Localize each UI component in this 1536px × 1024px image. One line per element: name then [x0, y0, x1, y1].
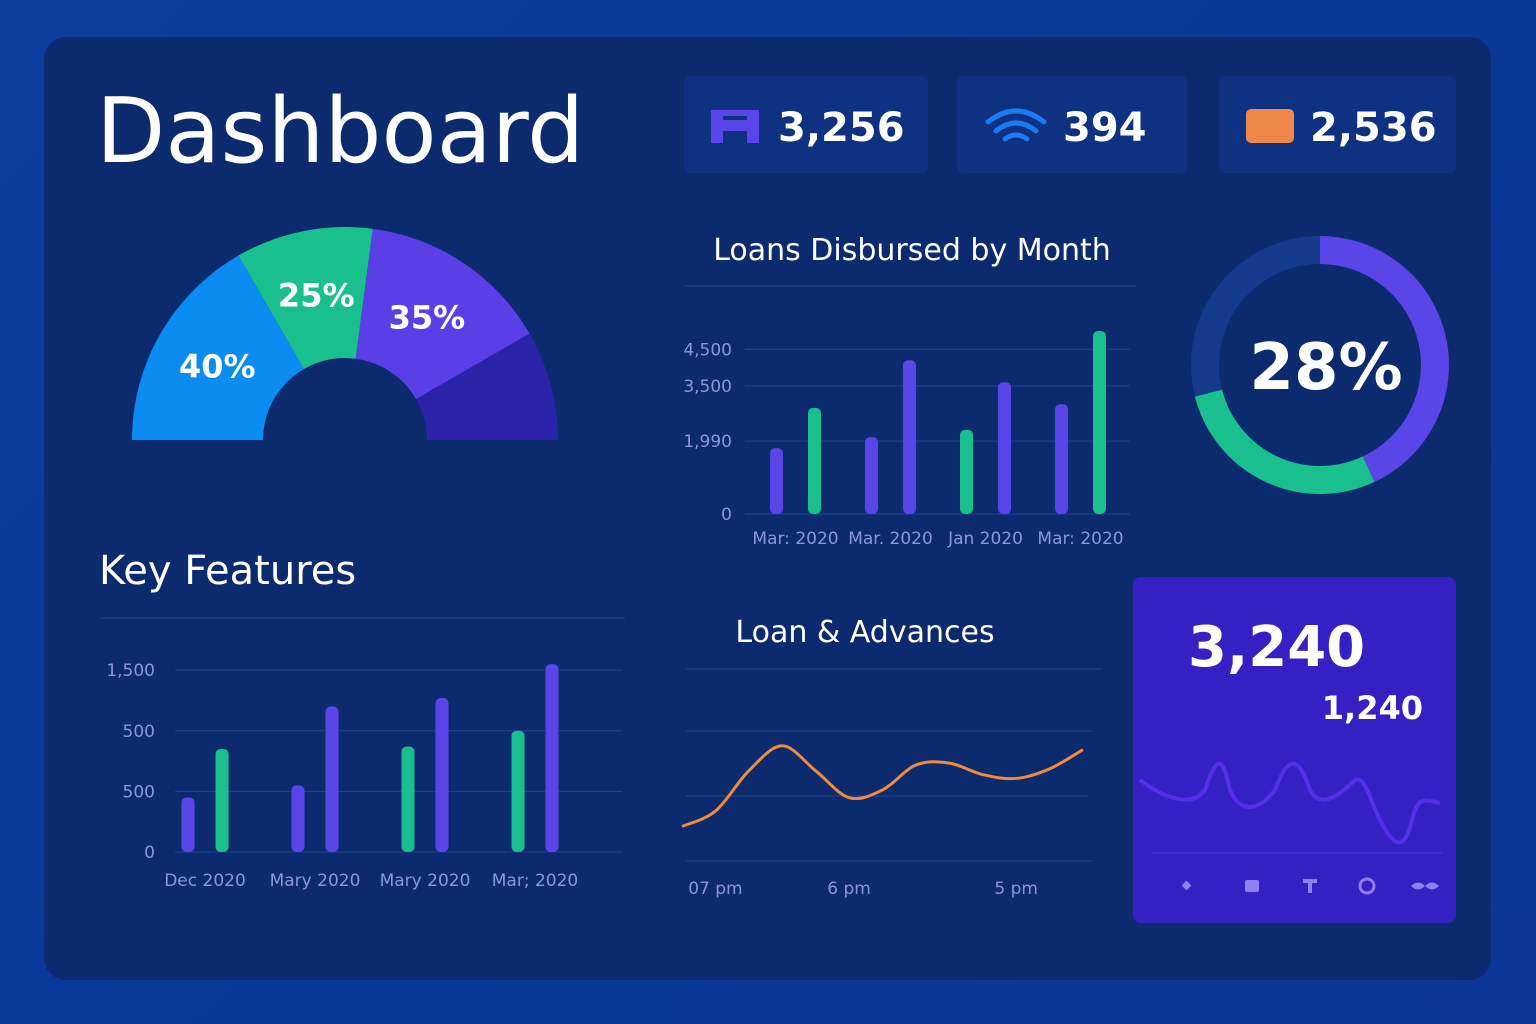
summary-card [1133, 577, 1456, 923]
bar [960, 429, 973, 514]
gauge-segment [355, 228, 530, 399]
x-tick-label: Mary 2020 [380, 871, 471, 891]
y-tick-label: 500 [123, 722, 155, 742]
gauge-label: 35% [389, 298, 466, 336]
bar [1093, 331, 1106, 514]
bar [770, 448, 783, 514]
donut-arc [1194, 389, 1375, 494]
x-tick-label: Mar: 2020 [752, 529, 838, 549]
stat-icon [985, 108, 1047, 142]
sparkline [1138, 761, 1441, 845]
gauge-label: 25% [278, 276, 355, 314]
gauge-label: 40% [179, 347, 256, 385]
x-tick-label: Dec 2020 [164, 871, 246, 891]
stat-value: 394 [1063, 105, 1147, 151]
bar [325, 706, 339, 852]
y-tick-label: 0 [721, 505, 732, 525]
y-tick-label: 0 [144, 843, 155, 863]
x-tick-label: 5 pm [994, 879, 1038, 899]
x-tick-label: Mar: 2020 [1037, 529, 1123, 549]
donut-arc [1319, 236, 1449, 482]
stat-box [957, 76, 1187, 173]
bar [903, 360, 916, 514]
x-tick-label: 07 pm [688, 879, 742, 899]
grid [686, 668, 1101, 862]
page-title: Dashboard [96, 79, 584, 184]
card-value: 3,240 [1188, 615, 1365, 680]
bar [808, 407, 821, 514]
x-tick-label: Mary 2020 [270, 871, 361, 891]
gauge-segment [238, 227, 373, 369]
line [681, 744, 1084, 828]
card-subvalue: 1,240 [1322, 689, 1423, 727]
stat-value: 3,256 [778, 105, 905, 151]
y-tick-label: 3,500 [683, 377, 732, 397]
stat-icon [711, 110, 759, 143]
x-tick-label: Mar. 2020 [848, 529, 933, 549]
y-tick-label: 500 [123, 782, 155, 802]
bar [291, 785, 305, 852]
stat-value: 2,536 [1310, 105, 1437, 151]
chart-title: Loans Disbursed by Month [713, 233, 1111, 268]
stat-box [1219, 76, 1456, 173]
y-tick-label: 4,500 [683, 340, 732, 360]
x-tick-label: Jan 2020 [947, 529, 1023, 549]
x-tick-label: 6 pm [827, 879, 871, 899]
x-tick-label: Mar; 2020 [492, 871, 578, 891]
chart-title: Key Features [99, 548, 356, 594]
bar [1055, 404, 1068, 514]
bar [998, 382, 1011, 514]
y-tick-label: 1,990 [683, 432, 732, 452]
bar [865, 437, 878, 514]
y-tick-label: 1,500 [106, 661, 155, 681]
bar [401, 746, 415, 852]
stat-icon [1246, 109, 1294, 143]
gauge-segment [132, 255, 304, 440]
bar [511, 730, 525, 852]
bar [181, 797, 195, 852]
bar [435, 698, 449, 852]
donut-label: 28% [1249, 331, 1402, 405]
chart-title: Loan & Advances [735, 615, 994, 650]
card-icons [1181, 877, 1439, 895]
bar [215, 748, 229, 852]
stat-box [684, 76, 928, 173]
bar [545, 664, 559, 852]
